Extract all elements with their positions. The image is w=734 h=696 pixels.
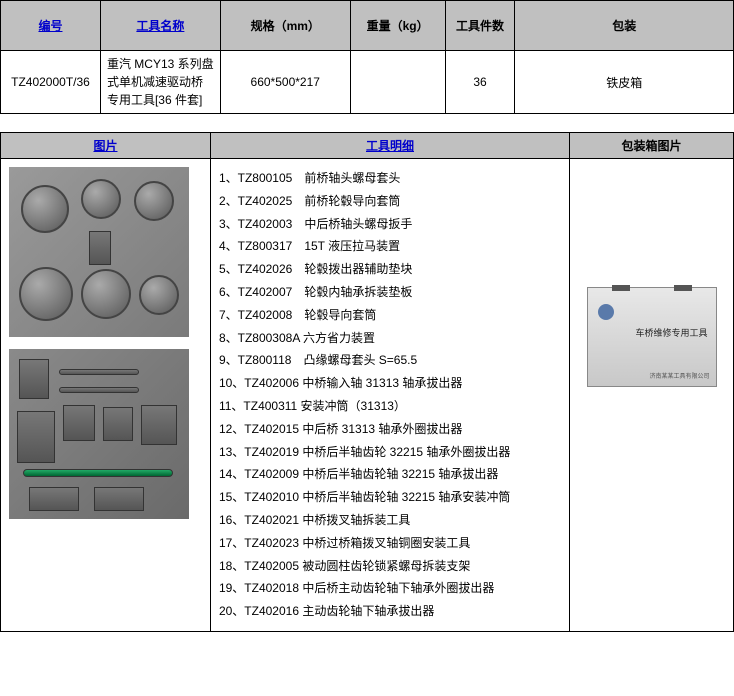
hdr-pack: 包装: [515, 1, 734, 51]
detail-line: 5、TZ402026 轮毂拨出器辅助垫块: [219, 258, 561, 281]
spec-header-row: 编号 工具名称 规格（mm） 重量（kg） 工具件数 包装: [1, 1, 734, 51]
detail-data-row: 1、TZ800105 前桥轴头螺母套头2、TZ402025 前桥轮毂导向套筒3、…: [1, 159, 734, 632]
tool-photo-1: [9, 167, 189, 337]
cell-count: 36: [445, 51, 515, 114]
hdr-photo: 图片: [93, 139, 117, 153]
cell-pack: 铁皮箱: [515, 51, 734, 114]
hdr-name: 工具名称: [136, 19, 184, 33]
hdr-weight: 重量（kg）: [350, 1, 445, 51]
hdr-detail: 工具明细: [366, 139, 414, 153]
cell-id: TZ402000T/36: [1, 51, 101, 114]
hdr-boxphoto: 包装箱图片: [570, 133, 734, 159]
detail-line: 12、TZ402015 中后桥 31313 轴承外圈拔出器: [219, 418, 561, 441]
tool-photo-2: [9, 349, 189, 519]
detail-line: 3、TZ402003 中后桥轴头螺母扳手: [219, 213, 561, 236]
detail-line: 19、TZ402018 中后桥主动齿轮轴下轴承外圈拔出器: [219, 577, 561, 600]
detail-line: 17、TZ402023 中桥过桥箱拨叉轴铜圈安装工具: [219, 532, 561, 555]
hdr-id: 编号: [38, 19, 62, 33]
detail-line: 9、TZ800118 凸缘螺母套头 S=65.5: [219, 349, 561, 372]
detail-line: 15、TZ402010 中桥后半轴齿轮轴 32215 轴承安装冲筒: [219, 486, 561, 509]
cell-spec: 660*500*217: [220, 51, 350, 114]
hdr-count: 工具件数: [445, 1, 515, 51]
cell-box-photo: 车桥维修专用工具 济南某某工具有限公司: [570, 159, 734, 632]
detail-line: 4、TZ800317 15T 液压拉马装置: [219, 235, 561, 258]
detail-line: 14、TZ402009 中桥后半轴齿轮轴 32215 轴承拔出器: [219, 463, 561, 486]
spec-table: 编号 工具名称 规格（mm） 重量（kg） 工具件数 包装 TZ402000T/…: [0, 0, 734, 114]
detail-line: 18、TZ402005 被动圆柱齿轮锁紧螺母拆装支架: [219, 555, 561, 578]
detail-line: 6、TZ402007 轮毂内轴承拆装垫板: [219, 281, 561, 304]
packaging-box-image: 车桥维修专用工具 济南某某工具有限公司: [587, 287, 717, 387]
detail-line: 7、TZ402008 轮毂导向套筒: [219, 304, 561, 327]
detail-line: 16、TZ402021 中桥拨叉轴拆装工具: [219, 509, 561, 532]
detail-line: 10、TZ402006 中桥输入轴 31313 轴承拔出器: [219, 372, 561, 395]
hdr-spec: 规格（mm）: [220, 1, 350, 51]
detail-line: 13、TZ402019 中桥后半轴齿轮 32215 轴承外圈拔出器: [219, 441, 561, 464]
detail-line: 1、TZ800105 前桥轴头螺母套头: [219, 167, 561, 190]
table-gap: [0, 114, 734, 132]
cell-photos: [1, 159, 211, 632]
detail-line: 11、TZ400311 安装冲筒（31313）: [219, 395, 561, 418]
detail-table: 图片 工具明细 包装箱图片: [0, 132, 734, 632]
cell-detail-list: 1、TZ800105 前桥轴头螺母套头2、TZ402025 前桥轮毂导向套筒3、…: [210, 159, 569, 632]
cell-weight: [350, 51, 445, 114]
cell-name: 重汽 MCY13 系列盘式单机减速驱动桥专用工具[36 件套]: [100, 51, 220, 114]
spec-data-row: TZ402000T/36 重汽 MCY13 系列盘式单机减速驱动桥专用工具[36…: [1, 51, 734, 114]
detail-line: 2、TZ402025 前桥轮毂导向套筒: [219, 190, 561, 213]
detail-line: 8、TZ800308A 六方省力装置: [219, 327, 561, 350]
box-label-text: 车桥维修专用工具: [636, 326, 708, 339]
detail-line: 20、TZ402016 主动齿轮轴下轴承拔出器: [219, 600, 561, 623]
detail-header-row: 图片 工具明细 包装箱图片: [1, 133, 734, 159]
